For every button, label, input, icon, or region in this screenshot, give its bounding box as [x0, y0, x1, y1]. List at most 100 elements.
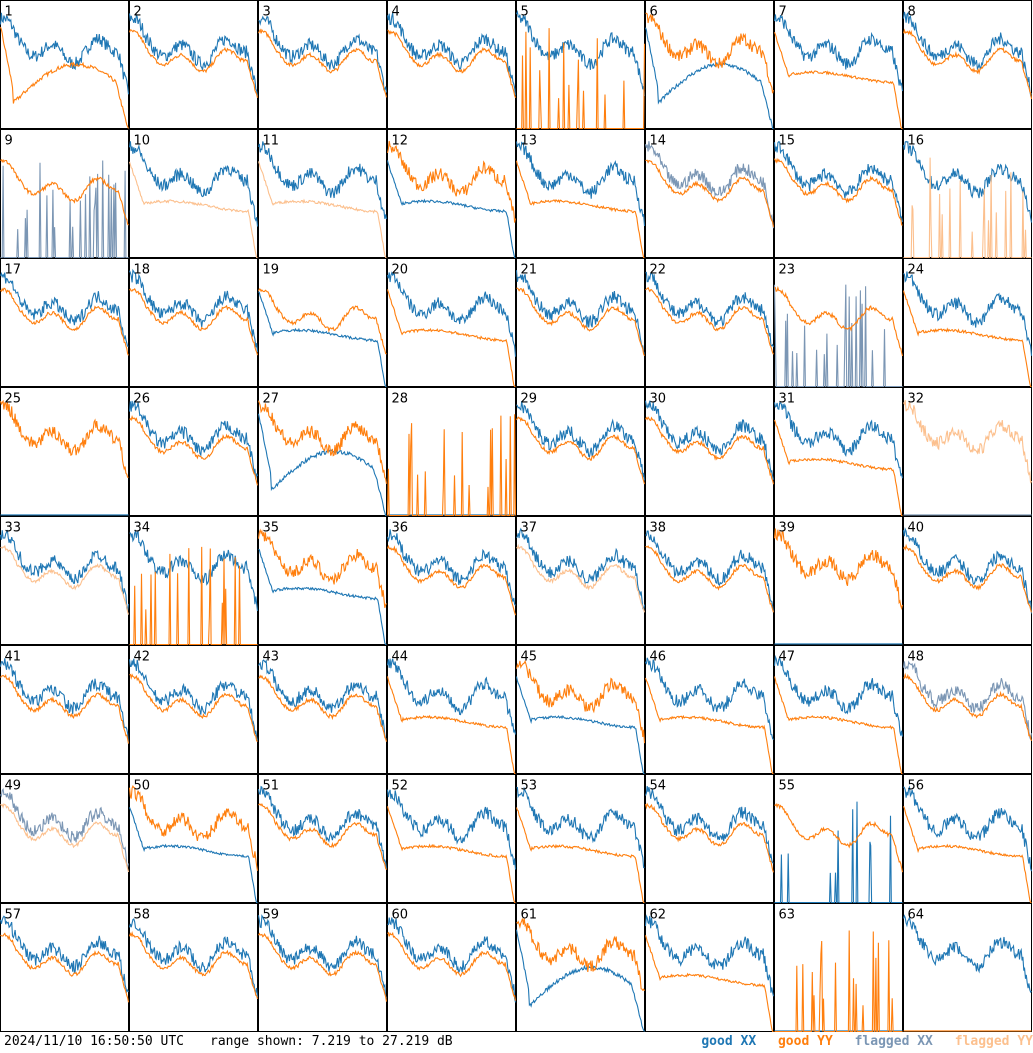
panel-number: 25 [5, 392, 22, 407]
series-xx [128, 13, 259, 96]
series-xx [0, 915, 129, 994]
panel-45: 45 [515, 645, 646, 775]
panel-number: 11 [263, 134, 280, 149]
panel-14: 14 [644, 129, 775, 258]
panel-number: 51 [263, 779, 280, 794]
series-yy [644, 677, 774, 775]
panel-44: 44 [386, 645, 517, 775]
series-yy [516, 28, 646, 130]
timestamp: 2024/11/10 16:50:50 UTC [4, 1034, 185, 1049]
panel-52: 52 [386, 774, 517, 904]
series-xx [129, 529, 259, 612]
series-xx [645, 271, 775, 348]
series-xx [644, 27, 774, 130]
panel-6: 6 [644, 0, 775, 130]
panel-number: 28 [392, 392, 409, 407]
panel-number: 2 [134, 5, 142, 20]
panel-frame [258, 516, 387, 645]
panel-frame [903, 0, 1032, 129]
series-yy [644, 935, 774, 1033]
panel-3: 3 [257, 0, 388, 129]
legend: good XX good YY flagged XX flagged YY [687, 1034, 1033, 1050]
panel-frame [645, 645, 774, 774]
panel-18: 18 [128, 258, 259, 387]
panel-number: 4 [392, 5, 400, 20]
panel-number: 47 [779, 650, 796, 665]
panel-frame [516, 0, 645, 129]
panel-number: 54 [650, 779, 667, 794]
panel-34: 34 [129, 516, 259, 646]
panel-frame [903, 129, 1032, 258]
series-yy [516, 918, 645, 992]
series-yy [645, 159, 775, 228]
series-yy [0, 674, 130, 744]
panel-36: 36 [386, 516, 517, 645]
series-yy [258, 803, 387, 870]
panel-frame [516, 645, 645, 774]
panel-49: 49 [0, 774, 130, 903]
series-yy [257, 28, 388, 98]
series-yy [0, 399, 129, 478]
panel-number: 43 [263, 650, 280, 665]
panel-number: 36 [392, 521, 409, 536]
series-yy [645, 416, 775, 485]
series-yy [128, 930, 259, 1000]
panel-number: 59 [263, 908, 280, 923]
panel-number: 12 [392, 134, 409, 149]
panel-number: 33 [5, 521, 22, 536]
series-xx [128, 268, 259, 353]
panel-60: 60 [387, 903, 517, 1032]
series-yy [0, 26, 129, 129]
series-yy [0, 803, 130, 873]
series-xx [386, 271, 517, 357]
series-xx [0, 788, 130, 870]
series-xx [902, 140, 1033, 223]
panel-48: 48 [902, 645, 1033, 774]
series-xx [258, 659, 387, 740]
series-yy [515, 160, 645, 259]
series-xx [257, 141, 388, 220]
series-xx [774, 801, 903, 904]
series-xx [773, 402, 904, 479]
panel-11: 11 [257, 129, 388, 259]
panel-frame [0, 387, 129, 516]
series-xx [515, 9, 646, 97]
panel-number: 50 [134, 779, 151, 794]
panel-frame [0, 645, 129, 774]
series-yy [129, 546, 258, 646]
series-yy [516, 543, 646, 613]
panel-number: 18 [134, 263, 151, 278]
panel-frame [0, 258, 129, 387]
series-yy [258, 674, 388, 742]
panel-17: 17 [0, 258, 129, 387]
panel-number: 52 [392, 779, 409, 794]
series-xx [128, 141, 259, 227]
panel-number: 17 [5, 263, 22, 278]
series-xx [515, 676, 645, 775]
series-yy [386, 140, 517, 223]
panel-33: 33 [0, 516, 130, 645]
panel-43: 43 [258, 645, 388, 774]
panel-55: 55 [774, 774, 904, 904]
series-xx [644, 914, 775, 997]
panel-number: 30 [650, 392, 667, 407]
series-xx [902, 914, 1032, 994]
series-yy [129, 414, 259, 486]
panel-number: 10 [134, 134, 151, 149]
panel-frame [387, 258, 516, 387]
series-yy [902, 290, 1032, 388]
panel-28: 28 [386, 387, 517, 517]
series-yy [774, 930, 903, 1033]
series-xx [128, 918, 259, 998]
panel-number: 39 [779, 521, 796, 536]
panel-7: 7 [773, 0, 904, 130]
series-xx [902, 527, 1033, 614]
series-yy [257, 288, 387, 355]
panel-frame [387, 387, 516, 516]
panel-number: 61 [521, 908, 538, 923]
series-yy [773, 528, 904, 611]
panel-53: 53 [515, 774, 645, 904]
series-xx [644, 141, 775, 229]
panel-number: 26 [134, 392, 151, 407]
